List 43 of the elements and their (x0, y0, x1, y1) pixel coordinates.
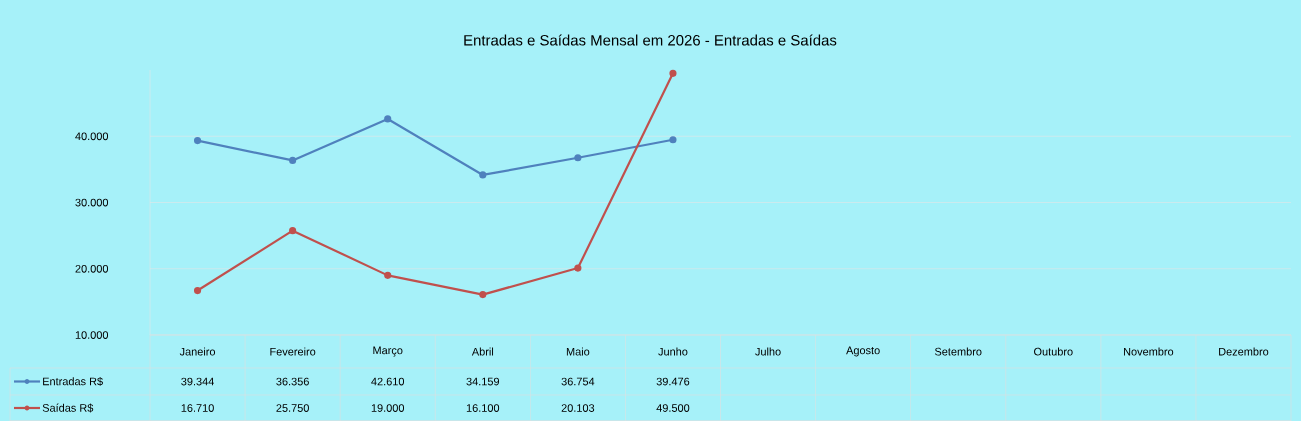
x-tick-label: Janeiro (179, 347, 216, 356)
point (479, 290, 487, 299)
legend-label: Entradas R$ (43, 376, 103, 386)
x-tick-label: Julho (755, 347, 781, 356)
data-label: 34.159 (466, 377, 500, 386)
y-tick-label: 20.000 (75, 264, 109, 273)
point (289, 156, 297, 164)
point (384, 271, 392, 279)
point (193, 286, 202, 294)
point (193, 136, 202, 145)
point (669, 69, 677, 77)
data-label: 25.750 (276, 403, 309, 412)
y-tick-label: 10.000 (75, 330, 109, 339)
x-tick-label: Abril (471, 347, 494, 356)
data-label: 16.710 (181, 403, 214, 412)
data-label: 49.500 (656, 403, 690, 412)
data-label: 39.476 (656, 377, 690, 386)
point (289, 226, 297, 235)
chart-title: Entradas e Saídas Mensal em 2026 - Entradas e Saídas (464, 34, 837, 46)
y-tick-label: 30.000 (75, 198, 109, 207)
point (574, 264, 582, 272)
x-tick-label: Março (373, 346, 403, 357)
data-label: 19.000 (371, 403, 405, 412)
data-label: 42.610 (371, 377, 405, 386)
data-label: 36.754 (561, 377, 595, 386)
x-tick-label: Maio (566, 347, 590, 356)
x-tick-label: Setembro (934, 347, 982, 356)
point (669, 135, 677, 144)
legend-label: Saídas R$ (42, 403, 94, 413)
point (574, 154, 582, 162)
x-tick-label: Fevereiro (270, 347, 316, 356)
x-tick-label: Junho (658, 347, 688, 356)
x-tick-label: Outubro (1034, 347, 1073, 356)
x-tick-label: Dezembro (1219, 347, 1269, 356)
data-label: 16.100 (466, 403, 500, 412)
point (384, 115, 392, 123)
data-label: 36.356 (276, 377, 309, 386)
x-tick-label: Novembro (1124, 347, 1174, 356)
x-tick-label: Agosto (846, 346, 880, 357)
point (479, 171, 487, 179)
data-label: 20.103 (561, 403, 595, 412)
data-label: 39.344 (181, 377, 214, 386)
y-tick-label: 40.000 (75, 132, 109, 140)
